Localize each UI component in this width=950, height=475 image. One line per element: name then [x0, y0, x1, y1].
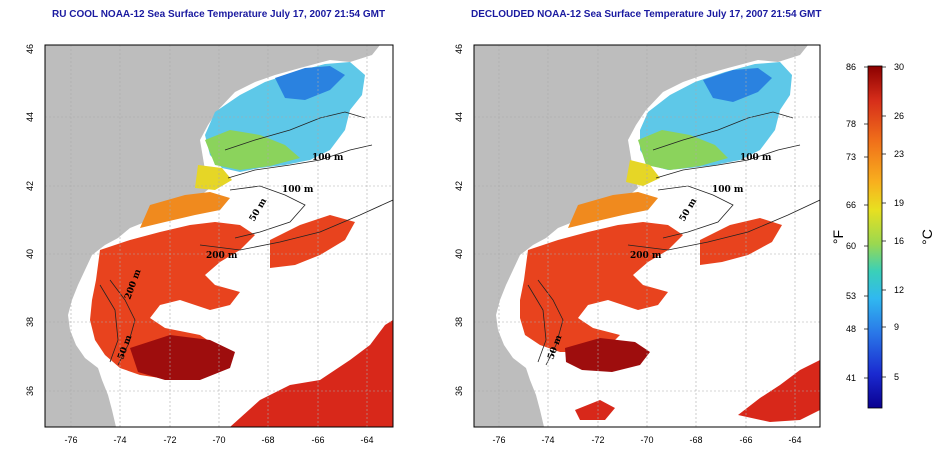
fahrenheit-tick: 60: [846, 241, 856, 251]
sst-hot-south: [575, 400, 615, 420]
celsius-tick-marks: [882, 66, 886, 378]
fahrenheit-tick: 86: [846, 62, 856, 72]
x-tick-label: -70: [212, 435, 225, 445]
map-graticule: [474, 45, 820, 427]
x-tick-label: -76: [492, 435, 505, 445]
sst-hot-patch: [565, 338, 650, 372]
celsius-scale: 30 26 23 19 16 12 9 5: [894, 62, 904, 382]
map-graticule: [45, 45, 393, 427]
sst-hot-southeast: [230, 320, 393, 427]
sst-hot-patch: [130, 335, 235, 380]
sst-orange-band: [140, 192, 230, 228]
fahrenheit-tick: 53: [846, 291, 856, 301]
x-tick-label: -64: [788, 435, 801, 445]
contour-label-100m-north: 100 m: [312, 153, 344, 163]
right-map-title: DECLOUDED NOAA-12 Sea Surface Temperatur…: [471, 9, 822, 20]
y-tick-label: 36: [454, 386, 464, 396]
x-tick-label: -68: [689, 435, 702, 445]
y-tick-label: 46: [25, 44, 35, 54]
x-tick-label: -68: [261, 435, 274, 445]
temperature-colorbar: 86 78 73 66 60 53 48 41 30 26 23 19 16 1…: [830, 62, 935, 409]
sst-cold-core: [703, 68, 772, 102]
right-map-frame: [473, 44, 821, 428]
contour-label-100m-mid: 100 m: [282, 185, 314, 195]
fahrenheit-unit-label: °F: [830, 230, 846, 244]
contour-label-100m-north: 100 m: [740, 153, 772, 163]
x-tick-label: -74: [541, 435, 554, 445]
y-tick-label: 44: [25, 112, 35, 122]
celsius-tick: 12: [894, 285, 904, 295]
celsius-tick: 5: [894, 372, 899, 382]
fahrenheit-scale: 86 78 73 66 60 53 48 41: [846, 62, 856, 383]
x-tick-label: -70: [640, 435, 653, 445]
fahrenheit-tick: 66: [846, 200, 856, 210]
right-map-panel: 100 m 100 m 50 m 200 m 50 m -76 -74 -72 …: [454, 44, 821, 445]
sst-green-band: [638, 130, 728, 170]
y-tick-label: 42: [454, 181, 464, 191]
contour-label-100m-mid: 100 m: [712, 185, 744, 195]
celsius-tick: 26: [894, 111, 904, 121]
fahrenheit-tick: 73: [846, 152, 856, 162]
sst-warm-region: [520, 222, 683, 352]
left-map-frame: [44, 44, 394, 428]
left-y-axis: 46 44 42 40 38 36: [25, 44, 35, 396]
fahrenheit-tick-marks: [864, 66, 868, 379]
fahrenheit-tick: 78: [846, 119, 856, 129]
celsius-tick: 16: [894, 236, 904, 246]
left-map-panel: 100 m 100 m 50 m 200 m 50 m 200 m -76 -7…: [25, 44, 394, 445]
sst-cold-core: [275, 66, 345, 100]
sst-warm-east: [270, 215, 355, 268]
land-mass: [474, 45, 808, 427]
y-tick-label: 42: [25, 181, 35, 191]
fahrenheit-tick: 48: [846, 324, 856, 334]
sst-yellow-band: [626, 160, 660, 186]
left-x-axis: -76 -74 -72 -70 -68 -66 -64: [64, 435, 373, 445]
y-tick-label: 36: [25, 386, 35, 396]
bathymetry-contours: [99, 111, 393, 366]
sst-orange-band: [568, 192, 658, 228]
y-tick-label: 38: [25, 317, 35, 327]
land-mass: [45, 45, 380, 427]
y-tick-label: 40: [454, 249, 464, 259]
celsius-unit-label: °C: [919, 229, 935, 245]
contour-label-200m: 200 m: [206, 251, 238, 261]
celsius-tick: 19: [894, 198, 904, 208]
celsius-tick: 23: [894, 149, 904, 159]
x-tick-label: -72: [163, 435, 176, 445]
y-tick-label: 46: [454, 44, 464, 54]
x-tick-label: -74: [113, 435, 126, 445]
fahrenheit-tick: 41: [846, 373, 856, 383]
sst-warm-east: [700, 218, 782, 265]
left-map-title: RU COOL NOAA-12 Sea Surface Temperature …: [52, 9, 386, 20]
x-tick-label: -76: [64, 435, 77, 445]
contour-label-200m: 200 m: [630, 251, 662, 261]
x-tick-label: -64: [360, 435, 373, 445]
colorbar-gradient: [867, 65, 883, 409]
right-y-axis: 46 44 42 40 38 36: [454, 44, 464, 396]
x-tick-label: -66: [739, 435, 752, 445]
y-tick-label: 44: [454, 112, 464, 122]
sst-green-band: [205, 130, 300, 170]
x-tick-label: -66: [311, 435, 324, 445]
y-tick-label: 38: [454, 317, 464, 327]
y-tick-label: 40: [25, 249, 35, 259]
sst-yellow-band: [195, 165, 232, 190]
x-tick-label: -72: [591, 435, 604, 445]
right-x-axis: -76 -74 -72 -70 -68 -66 -64: [492, 435, 801, 445]
celsius-tick: 30: [894, 62, 904, 72]
celsius-tick: 9: [894, 322, 899, 332]
sst-warm-region: [90, 222, 255, 378]
